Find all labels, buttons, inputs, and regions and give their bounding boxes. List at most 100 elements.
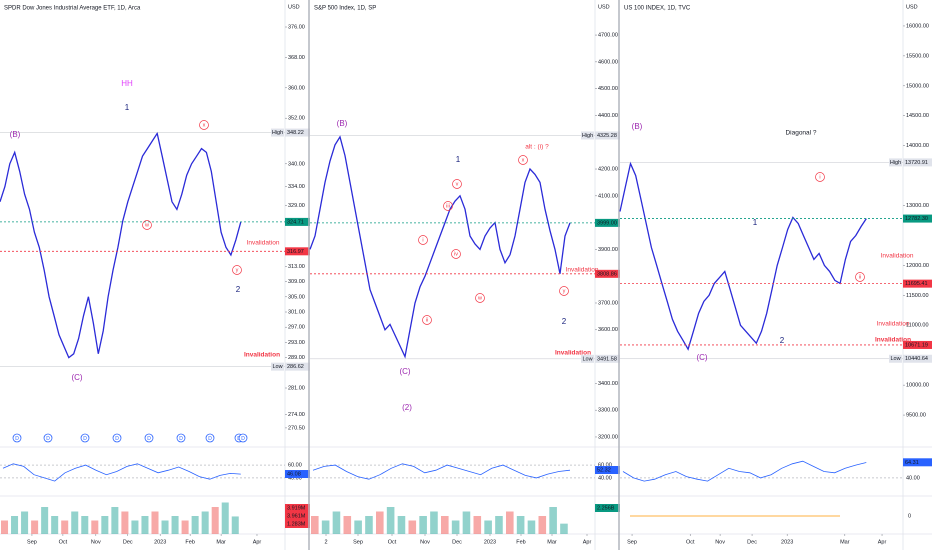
annotation: v xyxy=(456,181,459,187)
rsi-tick-label: 40.00 xyxy=(598,475,612,481)
rsi-current-box xyxy=(903,458,932,467)
volume-bar xyxy=(171,516,179,534)
annotation: x xyxy=(522,157,525,163)
volume-bar xyxy=(71,511,79,534)
price-label: 10671.19 xyxy=(905,342,928,348)
y-tick-label: 281.00 xyxy=(288,385,305,391)
annotation: Invalidation xyxy=(875,337,911,344)
wave-circle xyxy=(855,272,865,282)
y-tick-label: 14500.00 xyxy=(906,113,929,119)
x-tick-label: Oct xyxy=(686,539,695,545)
volume-label: 3.919M xyxy=(287,505,306,511)
y-tick-label: 4500.00 xyxy=(598,86,618,92)
price-tag: High xyxy=(272,130,283,136)
x-tick-label: Oct xyxy=(388,539,397,545)
volume-bar xyxy=(121,511,129,534)
x-tick-label: Dec xyxy=(747,539,757,545)
price-label-box xyxy=(285,247,310,256)
annotation: HH xyxy=(121,79,133,88)
price-label-box xyxy=(903,354,932,363)
annotation: ii xyxy=(859,274,861,280)
volume-bar xyxy=(430,511,438,534)
annotation: 1 xyxy=(125,103,130,112)
volume-bar xyxy=(111,507,119,534)
volume-bar xyxy=(408,520,417,534)
rsi-current-label: 64.31 xyxy=(905,460,919,466)
y-tick-label: 14000.00 xyxy=(906,143,929,149)
wave-circle xyxy=(451,249,461,259)
x-tick-label: Dec xyxy=(452,539,462,545)
volume-label: 3.961M xyxy=(287,513,306,519)
rsi-current-label: 52.32 xyxy=(597,467,611,473)
volume-bar xyxy=(321,520,330,534)
rsi-line xyxy=(622,460,867,482)
event-marker xyxy=(80,433,90,443)
annotation: Invalidation xyxy=(247,240,280,247)
volume-bar xyxy=(11,516,19,534)
x-tick-label: Nov xyxy=(91,539,101,545)
wave-circle xyxy=(518,155,528,165)
event-marker xyxy=(205,433,215,443)
price-label: 3808.86 xyxy=(597,271,617,277)
volume-bar xyxy=(21,511,29,534)
price-label: 4325.28 xyxy=(597,133,617,139)
volume-bar xyxy=(516,516,525,534)
annotation: 1 xyxy=(753,218,758,227)
x-tick-label: Apr xyxy=(878,539,887,545)
y-tick-label: 329.00 xyxy=(288,203,305,209)
event-marker-label: D xyxy=(179,436,183,442)
volume-bar xyxy=(538,516,547,534)
wave-circle xyxy=(422,315,432,325)
volume-label-box xyxy=(285,520,310,528)
annotation: Invalidation xyxy=(566,267,599,274)
volume-bar xyxy=(462,511,471,534)
volume-bar xyxy=(441,516,449,534)
x-tick-label: 2023 xyxy=(781,539,793,545)
wave-circle xyxy=(815,172,825,182)
volume-bar xyxy=(560,523,568,534)
price-label-box xyxy=(595,218,620,227)
volume-tick-label: 0 xyxy=(908,513,911,519)
y-tick-label: 3400.00 xyxy=(598,381,618,387)
rsi-current-box xyxy=(285,470,310,479)
volume-bar xyxy=(221,502,229,534)
currency: USD xyxy=(906,4,918,10)
y-tick-label: 15500.00 xyxy=(906,53,929,59)
event-marker-label: D xyxy=(208,436,212,442)
volume-bar xyxy=(51,516,59,534)
y-tick-label: 297.00 xyxy=(288,325,305,331)
volume-label: 1.283M xyxy=(287,521,306,527)
price-label-box xyxy=(285,128,310,137)
volume-bar xyxy=(451,520,460,534)
wave-circle xyxy=(418,235,428,245)
y-tick-label: 309.00 xyxy=(288,279,305,285)
price-label-box xyxy=(595,131,620,140)
price-tag-box xyxy=(889,354,902,363)
x-tick-label: Feb xyxy=(516,539,525,545)
x-tick-label: Sep xyxy=(27,539,37,545)
x-tick-label: Dec xyxy=(123,539,133,545)
y-tick-label: 4200.00 xyxy=(598,166,618,172)
y-tick-label: 305.00 xyxy=(288,294,305,300)
price-tag-box xyxy=(889,158,902,167)
y-tick-label: 12000.00 xyxy=(906,263,929,269)
volume-bar xyxy=(527,520,536,534)
annotation: w xyxy=(144,222,149,228)
y-tick-label: 3200.00 xyxy=(598,434,618,440)
volume-bar xyxy=(386,507,395,534)
volume-bar xyxy=(343,516,352,534)
x-tick-label: Mar xyxy=(216,539,226,545)
y-tick-label: 293.00 xyxy=(288,340,305,346)
y-tick-label: 340.00 xyxy=(288,161,305,167)
price-label: 3999.00 xyxy=(597,220,617,226)
volume-bar xyxy=(91,520,99,534)
volume-bar xyxy=(484,520,492,534)
annotation: i xyxy=(819,174,820,180)
x-tick-label: Sep xyxy=(353,539,363,545)
volume-bar xyxy=(397,516,406,534)
event-marker xyxy=(43,433,53,443)
x-tick-label: Feb xyxy=(185,539,194,545)
y-tick-label: 376.00 xyxy=(288,24,305,30)
volume-bar xyxy=(61,520,69,534)
y-tick-label: 3900.00 xyxy=(598,247,618,253)
